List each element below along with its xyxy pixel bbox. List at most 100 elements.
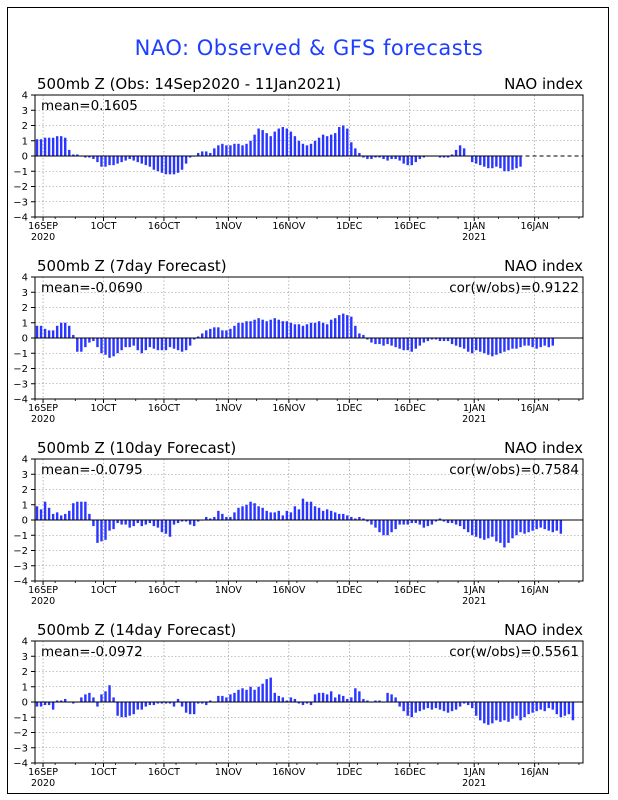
bar — [487, 338, 490, 355]
bar — [555, 520, 559, 531]
bar — [499, 156, 502, 169]
x-tick-label: 1DEC — [336, 767, 362, 778]
bar — [43, 501, 47, 520]
bar — [261, 130, 264, 156]
bar — [362, 518, 365, 520]
bar — [59, 322, 63, 338]
panel-right-label: NAO index — [504, 621, 583, 639]
bar — [64, 137, 67, 156]
bar — [475, 338, 478, 351]
x-tick-label: 16DEC — [394, 585, 426, 596]
bar — [458, 702, 462, 707]
bar — [543, 520, 546, 530]
bar — [531, 338, 534, 348]
bar — [462, 702, 466, 704]
bar — [410, 702, 413, 718]
bar — [116, 156, 119, 164]
bar — [245, 689, 248, 702]
bar — [205, 151, 208, 156]
y-tick-label: 0 — [22, 334, 28, 345]
bar — [225, 697, 228, 702]
bar — [261, 507, 264, 520]
bar — [382, 338, 385, 346]
y-tick-label: 4 — [22, 273, 28, 284]
bar — [438, 156, 442, 158]
y-tick-label: 3 — [22, 106, 28, 117]
bar — [237, 507, 240, 520]
bar — [426, 520, 430, 527]
bar — [551, 338, 554, 346]
bar — [269, 677, 272, 702]
bar — [100, 338, 103, 354]
bar — [108, 156, 111, 166]
y-tick-label: 1 — [22, 500, 28, 511]
y-tick-label: 2 — [22, 121, 28, 132]
bar — [491, 520, 494, 537]
bar — [313, 322, 317, 338]
bar — [209, 152, 212, 156]
y-tick-label: −1 — [13, 713, 28, 724]
bar — [503, 702, 506, 721]
bar — [76, 501, 79, 520]
x-tick-label: 16JAN — [520, 403, 548, 414]
y-tick-label: 0 — [22, 152, 28, 163]
bar — [358, 516, 361, 520]
bar — [92, 697, 95, 702]
bar — [382, 520, 385, 536]
bar — [196, 702, 200, 704]
bar — [172, 702, 176, 707]
bar — [301, 498, 305, 520]
bar — [434, 702, 438, 709]
bar — [112, 520, 115, 530]
bar — [35, 325, 39, 338]
bar — [88, 513, 91, 520]
bar — [535, 520, 538, 530]
bar — [338, 694, 341, 702]
bar — [511, 156, 514, 170]
bar — [217, 510, 220, 520]
bar — [269, 319, 272, 338]
bar — [285, 510, 289, 520]
bar — [462, 520, 466, 530]
x-tick-label: 16SEP — [28, 767, 58, 778]
bar — [289, 512, 293, 520]
bar — [301, 702, 305, 706]
bar — [475, 520, 478, 537]
bar — [225, 330, 228, 338]
bar — [386, 692, 389, 702]
bar — [418, 702, 422, 712]
bar — [491, 338, 494, 357]
x-tick-label: 16NOV — [272, 403, 306, 414]
bar — [394, 520, 397, 530]
bar — [438, 702, 442, 710]
bar — [442, 520, 446, 522]
x-tick-year: 2021 — [462, 778, 486, 789]
bar — [338, 513, 341, 520]
bar — [305, 145, 309, 156]
bar — [519, 520, 522, 533]
bar — [225, 516, 228, 520]
panel-right-label: NAO index — [504, 75, 583, 93]
bar — [160, 156, 164, 173]
x-tick-label: 16OCT — [148, 221, 180, 232]
bar — [446, 702, 450, 713]
bar — [245, 143, 248, 156]
bar — [543, 702, 546, 712]
bar — [176, 698, 180, 702]
bar — [350, 697, 353, 702]
correlation-label: cor(w/obs)=0.5561 — [449, 644, 579, 660]
bar — [414, 156, 417, 163]
bar — [289, 697, 293, 702]
bar — [470, 156, 474, 163]
x-tick-label: 16OCT — [148, 403, 180, 414]
bar — [378, 338, 381, 345]
bar — [285, 700, 289, 702]
bar — [446, 156, 450, 158]
bar — [454, 702, 458, 710]
bar — [176, 338, 180, 351]
bar — [205, 516, 208, 520]
bar — [301, 325, 305, 338]
bar — [475, 702, 478, 716]
bar — [273, 131, 276, 156]
bar — [386, 156, 389, 161]
